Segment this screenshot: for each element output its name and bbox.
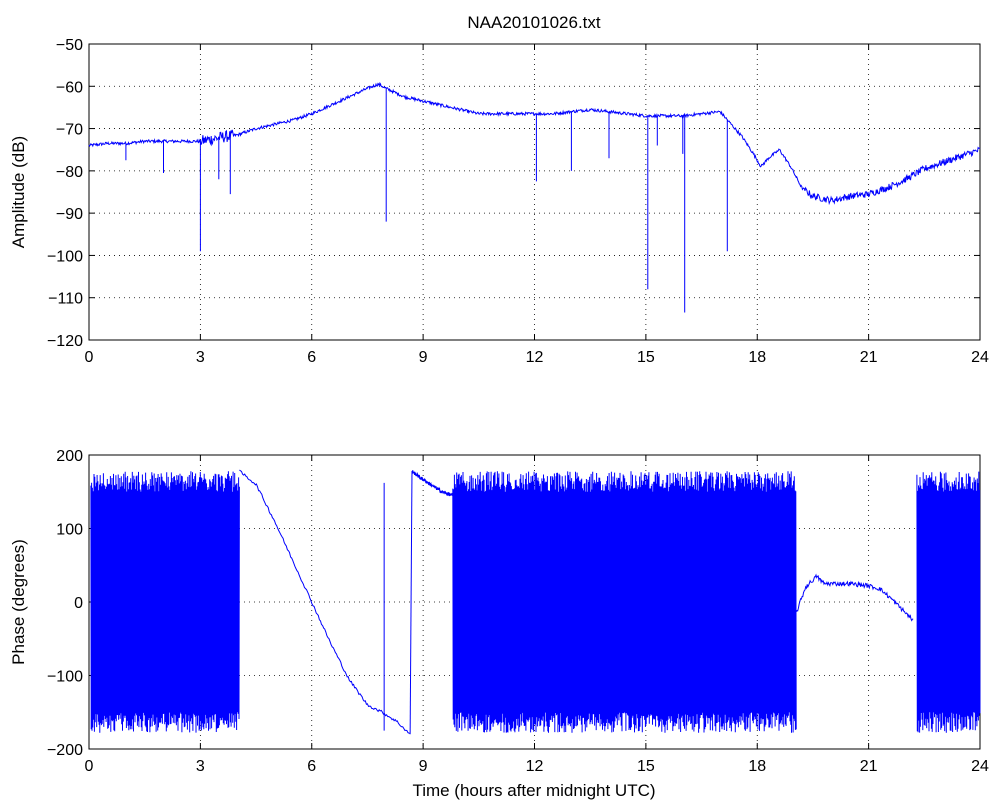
amplitude-y-tick-label: −120 <box>47 333 83 350</box>
phase-axes: 0 3 6 9 12 15 18 21 24 −200 −100 0 100 200 Phase (deg… <box>9 448 989 800</box>
amplitude-y-tick-label: −100 <box>47 248 83 265</box>
phase-noise-segment <box>90 471 240 733</box>
amplitude-x-tick-label: 6 <box>307 349 316 366</box>
phase-x-tick-label: 3 <box>196 758 205 775</box>
phase-x-tick-label: 6 <box>307 758 316 775</box>
phase-x-tick-label: 0 <box>85 758 94 775</box>
amplitude-y-tick-label: −90 <box>56 206 83 223</box>
amplitude-series <box>88 81 981 313</box>
amplitude-y-tick-label: −110 <box>48 291 83 308</box>
phase-x-tick-label: 18 <box>748 758 766 775</box>
phase-y-tick-label: 100 <box>56 522 83 539</box>
amplitude-grid <box>89 44 980 340</box>
amplitude-axes: NAA20101026.txt 0 3 6 9 12 15 18 21 24 −120 −110 −1… <box>9 13 989 366</box>
amplitude-x-tick-label: 0 <box>85 349 94 366</box>
amplitude-line <box>88 81 981 313</box>
phase-y-tick-label: −100 <box>47 669 83 686</box>
amplitude-x-tick-label: 12 <box>526 349 544 366</box>
phase-y-tick-label: −200 <box>47 742 83 759</box>
phase-noise-segment <box>452 471 797 733</box>
amplitude-x-tick-label: 21 <box>860 349 878 366</box>
amplitude-x-tick-label: 18 <box>748 349 766 366</box>
phase-x-tick-label: 15 <box>637 758 655 775</box>
amplitude-x-tick-label: 15 <box>637 349 655 366</box>
phase-y-label: Phase (degrees) <box>9 539 28 665</box>
phase-ticks: 0 3 6 9 12 15 18 21 24 −200 −100 0 100 200 <box>47 448 989 775</box>
amplitude-x-tick-label: 3 <box>196 349 205 366</box>
phase-x-tick-label: 9 <box>419 758 428 775</box>
phase-x-label: Time (hours after midnight UTC) <box>412 781 655 800</box>
phase-noise-segment <box>916 471 981 733</box>
amplitude-y-tick-label: −70 <box>56 122 83 139</box>
phase-series <box>90 469 981 735</box>
phase-y-tick-label: 200 <box>56 448 83 465</box>
amplitude-x-tick-label: 24 <box>971 349 989 366</box>
phase-x-tick-label: 24 <box>971 758 989 775</box>
phase-wrap-jump <box>409 471 413 735</box>
chart-title: NAA20101026.txt <box>467 13 601 32</box>
phase-y-tick-label: 0 <box>74 595 83 612</box>
phase-x-tick-label: 12 <box>526 758 544 775</box>
phase-x-tick-label: 21 <box>860 758 878 775</box>
amplitude-ticks: 0 3 6 9 12 15 18 21 24 −120 −110 −100 −90 −80 −70 −60 −5… <box>47 37 989 366</box>
phase-plateau-late <box>795 573 914 622</box>
amplitude-y-label: Amplitude (dB) <box>9 136 28 248</box>
amplitude-y-tick-label: −80 <box>56 164 83 181</box>
amplitude-y-tick-label: −50 <box>56 37 83 54</box>
phase-plateau-early <box>411 470 454 497</box>
amplitude-x-tick-label: 9 <box>419 349 428 366</box>
amplitude-y-tick-label: −60 <box>56 79 83 96</box>
phase-ramp <box>239 469 411 734</box>
